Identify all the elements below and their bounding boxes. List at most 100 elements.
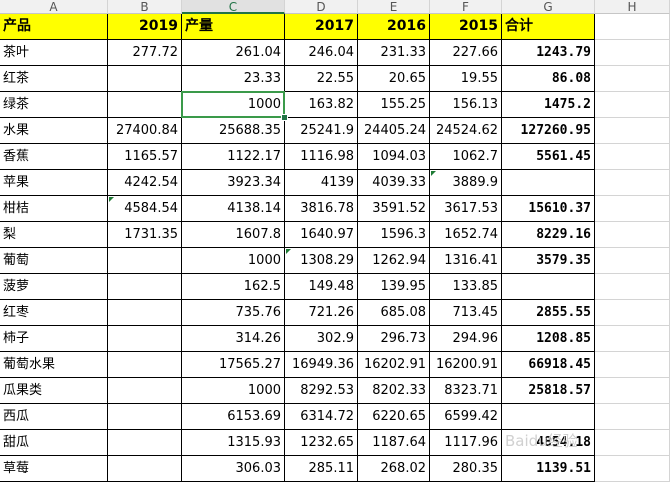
empty-cell[interactable]: [595, 144, 670, 170]
header-cell-5[interactable]: 2016: [358, 14, 430, 40]
empty-cell[interactable]: [595, 170, 670, 196]
column-header-h[interactable]: H: [595, 0, 670, 14]
value-cell[interactable]: 66918.45: [502, 352, 595, 378]
header-cell-4[interactable]: 2017: [285, 14, 358, 40]
value-cell[interactable]: 1262.94: [358, 248, 430, 274]
product-name-cell[interactable]: 草莓: [0, 456, 108, 482]
value-cell[interactable]: 1117.96: [430, 430, 502, 456]
value-cell[interactable]: 1475.2: [502, 92, 595, 118]
value-cell[interactable]: [108, 326, 182, 352]
value-cell[interactable]: 3591.52: [358, 196, 430, 222]
value-cell[interactable]: 25241.9: [285, 118, 358, 144]
value-cell[interactable]: 4139: [285, 170, 358, 196]
value-cell[interactable]: 139.95: [358, 274, 430, 300]
value-cell[interactable]: 5561.45: [502, 144, 595, 170]
value-cell[interactable]: 163.82: [285, 92, 358, 118]
empty-cell[interactable]: [595, 196, 670, 222]
value-cell[interactable]: 86.08: [502, 66, 595, 92]
value-cell[interactable]: 246.04: [285, 40, 358, 66]
empty-cell[interactable]: [595, 222, 670, 248]
value-cell[interactable]: [502, 274, 595, 300]
product-name-cell[interactable]: 香蕉: [0, 144, 108, 170]
header-cell-7[interactable]: 合计: [502, 14, 595, 40]
value-cell[interactable]: 6220.65: [358, 404, 430, 430]
value-cell[interactable]: 8229.16: [502, 222, 595, 248]
value-cell[interactable]: 1187.64: [358, 430, 430, 456]
value-cell[interactable]: 1316.41: [430, 248, 502, 274]
value-cell[interactable]: 231.33: [358, 40, 430, 66]
value-cell[interactable]: 1062.7: [430, 144, 502, 170]
product-name-cell[interactable]: 红茶: [0, 66, 108, 92]
value-cell[interactable]: 1094.03: [358, 144, 430, 170]
value-cell[interactable]: 735.76: [182, 300, 285, 326]
value-cell[interactable]: 3816.78: [285, 196, 358, 222]
value-cell[interactable]: 3923.34: [182, 170, 285, 196]
value-cell[interactable]: 306.03: [182, 456, 285, 482]
value-cell[interactable]: 1652.74: [430, 222, 502, 248]
product-name-cell[interactable]: 西瓜: [0, 404, 108, 430]
value-cell[interactable]: [502, 404, 595, 430]
header-cell-3[interactable]: 产量: [182, 14, 285, 40]
value-cell[interactable]: 16202.91: [358, 352, 430, 378]
value-cell[interactable]: 133.85: [430, 274, 502, 300]
value-cell[interactable]: 4854.18: [502, 430, 595, 456]
value-cell[interactable]: [108, 352, 182, 378]
empty-cell[interactable]: [595, 352, 670, 378]
product-name-cell[interactable]: 葡萄水果: [0, 352, 108, 378]
value-cell[interactable]: 285.11: [285, 456, 358, 482]
error-indicator-icon[interactable]: [109, 197, 114, 202]
value-cell[interactable]: 22.55: [285, 66, 358, 92]
value-cell[interactable]: 3579.35: [502, 248, 595, 274]
error-indicator-icon[interactable]: [431, 171, 436, 176]
value-cell[interactable]: 713.45: [430, 300, 502, 326]
empty-cell[interactable]: [595, 14, 670, 40]
value-cell[interactable]: 1640.97: [285, 222, 358, 248]
value-cell[interactable]: 721.26: [285, 300, 358, 326]
value-cell[interactable]: 24405.24: [358, 118, 430, 144]
value-cell[interactable]: 3889.9: [430, 170, 502, 196]
value-cell[interactable]: 1607.8: [182, 222, 285, 248]
value-cell[interactable]: 155.25: [358, 92, 430, 118]
value-cell[interactable]: 1000: [182, 378, 285, 404]
value-cell[interactable]: 4039.33: [358, 170, 430, 196]
fill-handle[interactable]: [281, 114, 288, 121]
value-cell[interactable]: 4138.14: [182, 196, 285, 222]
empty-cell[interactable]: [595, 430, 670, 456]
error-indicator-icon[interactable]: [286, 249, 291, 254]
product-name-cell[interactable]: 水果: [0, 118, 108, 144]
empty-cell[interactable]: [595, 326, 670, 352]
value-cell[interactable]: 6153.69: [182, 404, 285, 430]
value-cell[interactable]: [108, 404, 182, 430]
value-cell[interactable]: 1122.17: [182, 144, 285, 170]
empty-cell[interactable]: [595, 378, 670, 404]
value-cell[interactable]: 3617.53: [430, 196, 502, 222]
product-name-cell[interactable]: 红枣: [0, 300, 108, 326]
value-cell[interactable]: 1139.51: [502, 456, 595, 482]
value-cell[interactable]: 1000: [182, 248, 285, 274]
value-cell[interactable]: 19.55: [430, 66, 502, 92]
value-cell[interactable]: 302.9: [285, 326, 358, 352]
value-cell[interactable]: 27400.84: [108, 118, 182, 144]
value-cell[interactable]: 1731.35: [108, 222, 182, 248]
empty-cell[interactable]: [595, 66, 670, 92]
value-cell[interactable]: 1232.65: [285, 430, 358, 456]
value-cell[interactable]: 4242.54: [108, 170, 182, 196]
value-cell[interactable]: [108, 248, 182, 274]
column-header-b[interactable]: B: [108, 0, 182, 14]
value-cell[interactable]: 277.72: [108, 40, 182, 66]
column-header-f[interactable]: F: [430, 0, 502, 14]
product-name-cell[interactable]: 瓜果类: [0, 378, 108, 404]
value-cell[interactable]: 1165.57: [108, 144, 182, 170]
value-cell[interactable]: 25818.57: [502, 378, 595, 404]
value-cell[interactable]: 24524.62: [430, 118, 502, 144]
value-cell[interactable]: [108, 430, 182, 456]
value-cell[interactable]: 25688.35: [182, 118, 285, 144]
value-cell[interactable]: [502, 170, 595, 196]
empty-cell[interactable]: [595, 300, 670, 326]
value-cell[interactable]: 16949.36: [285, 352, 358, 378]
product-name-cell[interactable]: 茶叶: [0, 40, 108, 66]
value-cell[interactable]: [108, 378, 182, 404]
value-cell[interactable]: 17565.27: [182, 352, 285, 378]
value-cell[interactable]: 1000: [182, 92, 285, 118]
empty-cell[interactable]: [595, 456, 670, 482]
